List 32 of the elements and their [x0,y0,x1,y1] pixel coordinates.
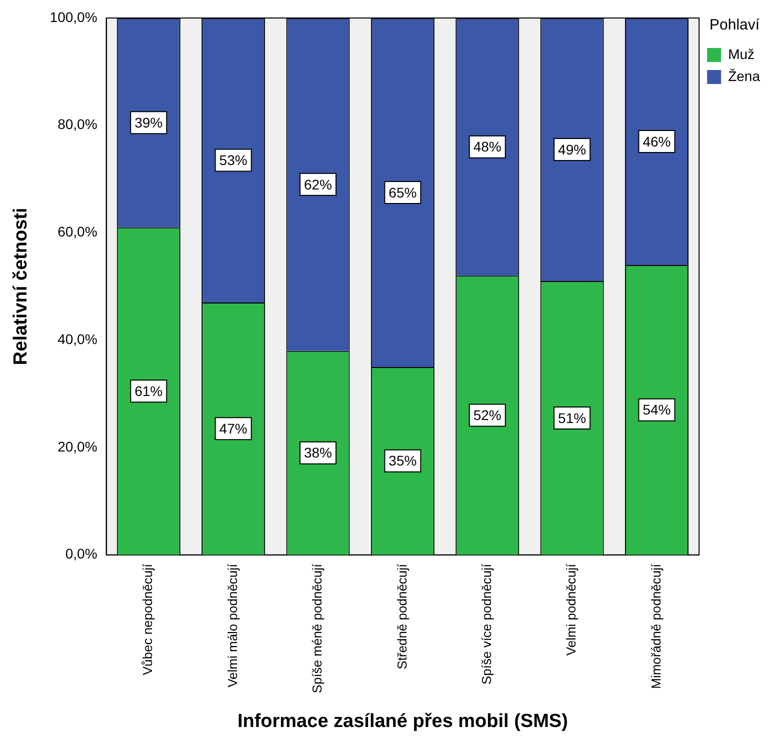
data-label: 51% [558,410,586,426]
x-tick-label: Velmi podněcují [564,563,579,656]
x-axis-title: Informace zasílané přes mobil (SMS) [237,710,568,732]
data-label: 35% [388,452,417,469]
data-label: 62% [304,176,332,192]
x-tick-label: Vůbec nepodněcují [140,563,156,676]
data-label: 49% [558,141,586,158]
x-tick-label: Velmi málo podněcují [224,563,240,688]
x-tick-label: Středně podněcují [394,563,410,670]
x-tick-label: Spíše více podněcují [478,563,494,685]
data-label: 52% [473,407,502,424]
y-tick-label: 100,0% [50,8,98,25]
data-label: 47% [219,420,248,437]
y-tick-label: 20,0% [58,438,98,454]
data-label: 53% [219,152,248,168]
y-tick-label: 0,0% [65,546,98,562]
data-label: 54% [642,402,671,418]
y-axis-title: Relativní četnosti [10,208,32,366]
data-label: 46% [642,133,671,150]
legend-label: Muž [728,46,755,62]
data-label: 48% [473,138,502,155]
data-label: 61% [134,382,163,399]
x-tick-label: Mimořádně podněcují [648,563,664,689]
legend-title: Pohlaví [710,16,760,34]
y-tick-label: 40,0% [58,330,98,347]
data-label: 65% [388,184,417,200]
data-label: 38% [304,444,332,461]
legend-label: Žena [728,68,760,84]
y-tick-label: 80,0% [58,116,98,132]
data-label: 39% [134,114,163,131]
x-tick-label: Spíše méně podněcují [310,563,325,694]
y-tick-label: 60,0% [58,224,98,240]
